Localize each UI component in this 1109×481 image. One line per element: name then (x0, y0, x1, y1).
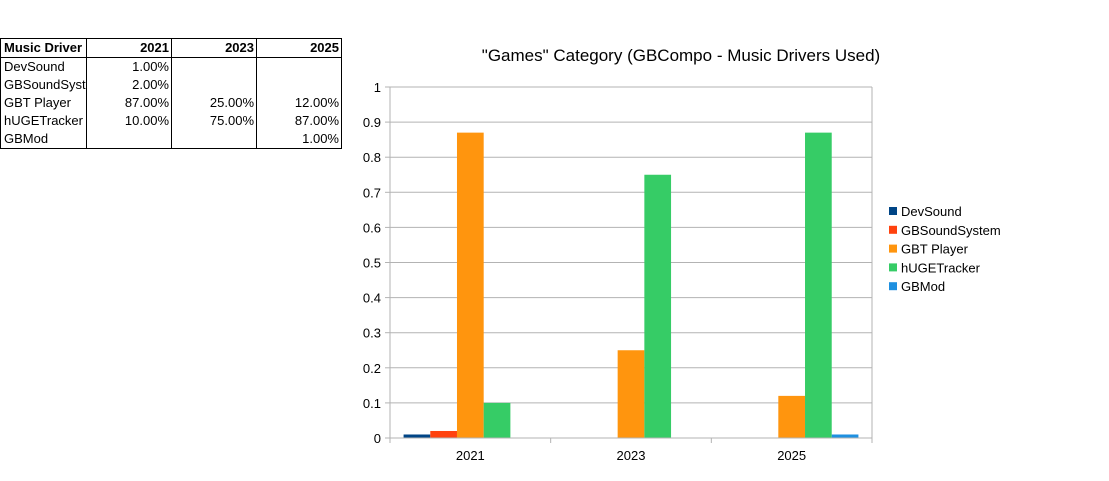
table-cell[interactable]: GBT Player (0, 94, 87, 112)
bar-gbsoundsystem-2021[interactable] (430, 430, 457, 438)
bars-layer (403, 132, 859, 438)
y-tick-label: 0.7 (363, 185, 381, 200)
table-cell[interactable] (171, 130, 257, 149)
table-row: DevSound 1.00% (0, 57, 342, 76)
y-tick-label: 0.1 (363, 396, 381, 411)
table-cell[interactable]: 10.00% (86, 112, 172, 130)
data-table: Music Driver 2021 2023 2025 DevSound 1.0… (0, 38, 342, 149)
legend-swatch (889, 263, 897, 272)
chart-title: "Games" Category (GBCompo - Music Driver… (482, 46, 880, 65)
bar-gbt-player-2023[interactable] (617, 350, 645, 438)
table-cell[interactable] (86, 130, 172, 149)
table-cell[interactable]: hUGETracker (0, 112, 87, 130)
bar-gbt-player-2021[interactable] (456, 132, 484, 438)
table-cell[interactable]: 87.00% (256, 112, 342, 130)
legend-item[interactable]: GBSoundSystem (901, 223, 1001, 238)
legend-swatch (889, 244, 897, 253)
header-cell[interactable]: 2021 (86, 38, 172, 58)
legend-item[interactable]: DevSound (901, 204, 962, 219)
table-cell[interactable]: 25.00% (171, 94, 257, 112)
bar-gbt-player-2025[interactable] (778, 395, 806, 438)
y-tick-label: 0.4 (363, 291, 381, 306)
y-tick-label: 0 (374, 431, 381, 446)
y-tick-label: 0.3 (363, 326, 381, 341)
header-cell[interactable]: Music Driver (0, 38, 87, 58)
bar-hugetracker-2025[interactable] (805, 132, 832, 438)
header-cell[interactable]: 2025 (256, 38, 342, 58)
legend: DevSound GBSoundSystem GBT Player hUGETrack… (889, 204, 1001, 294)
x-tick-label: 2021 (456, 448, 485, 463)
y-tick-label: 1 (374, 80, 381, 95)
table-cell[interactable] (256, 57, 342, 76)
bar-hugetracker-2023[interactable] (644, 174, 672, 438)
x-tick-label: 2025 (777, 448, 806, 463)
table-cell[interactable]: 2.00% (86, 76, 172, 94)
y-tick-label: 0.9 (363, 115, 381, 130)
table-row: GBT Player 87.00% 25.00% 12.00% (0, 94, 342, 112)
table-cell[interactable]: DevSound (0, 57, 87, 76)
bar-devsound-2021[interactable] (403, 434, 431, 438)
table-cell[interactable]: GBMod (0, 130, 87, 149)
bar-gbmod-2025[interactable] (831, 434, 859, 438)
table-cell[interactable] (171, 57, 257, 76)
table-cell[interactable]: 12.00% (256, 94, 342, 112)
y-tick-label: 0.8 (363, 150, 381, 165)
y-tick-label: 0.5 (363, 256, 381, 271)
header-cell[interactable]: 2023 (171, 38, 257, 58)
legend-item[interactable]: GBMod (901, 279, 945, 294)
table-cell[interactable]: 87.00% (86, 94, 172, 112)
y-tick-label: 0.2 (363, 361, 381, 376)
table-row: GBSoundSyst 2.00% (0, 76, 342, 94)
legend-swatch (889, 282, 897, 291)
table-header-row: Music Driver 2021 2023 2025 (0, 38, 342, 58)
table-cell[interactable]: 75.00% (171, 112, 257, 130)
legend-item[interactable]: GBT Player (901, 242, 969, 257)
table-row: GBMod 1.00% (0, 130, 342, 149)
bar-hugetracker-2021[interactable] (483, 402, 511, 438)
x-tick-label: 2023 (617, 448, 646, 463)
table-cell[interactable]: GBSoundSyst (0, 76, 87, 94)
table-row: hUGETracker 10.00% 75.00% 87.00% (0, 112, 342, 130)
table-cell[interactable] (171, 76, 257, 94)
y-tick-label: 0.6 (363, 220, 381, 235)
table-cell[interactable]: 1.00% (86, 57, 172, 76)
legend-item[interactable]: hUGETracker (901, 260, 981, 275)
axis-layer: 0 0.1 0.2 0.3 0.4 0.5 0.6 0.7 0.8 0.9 1 2021 2023 202… (363, 80, 873, 463)
legend-swatch (889, 207, 897, 215)
table-cell[interactable] (256, 76, 342, 94)
table-cell[interactable]: 1.00% (256, 130, 342, 149)
legend-swatch (889, 225, 897, 234)
